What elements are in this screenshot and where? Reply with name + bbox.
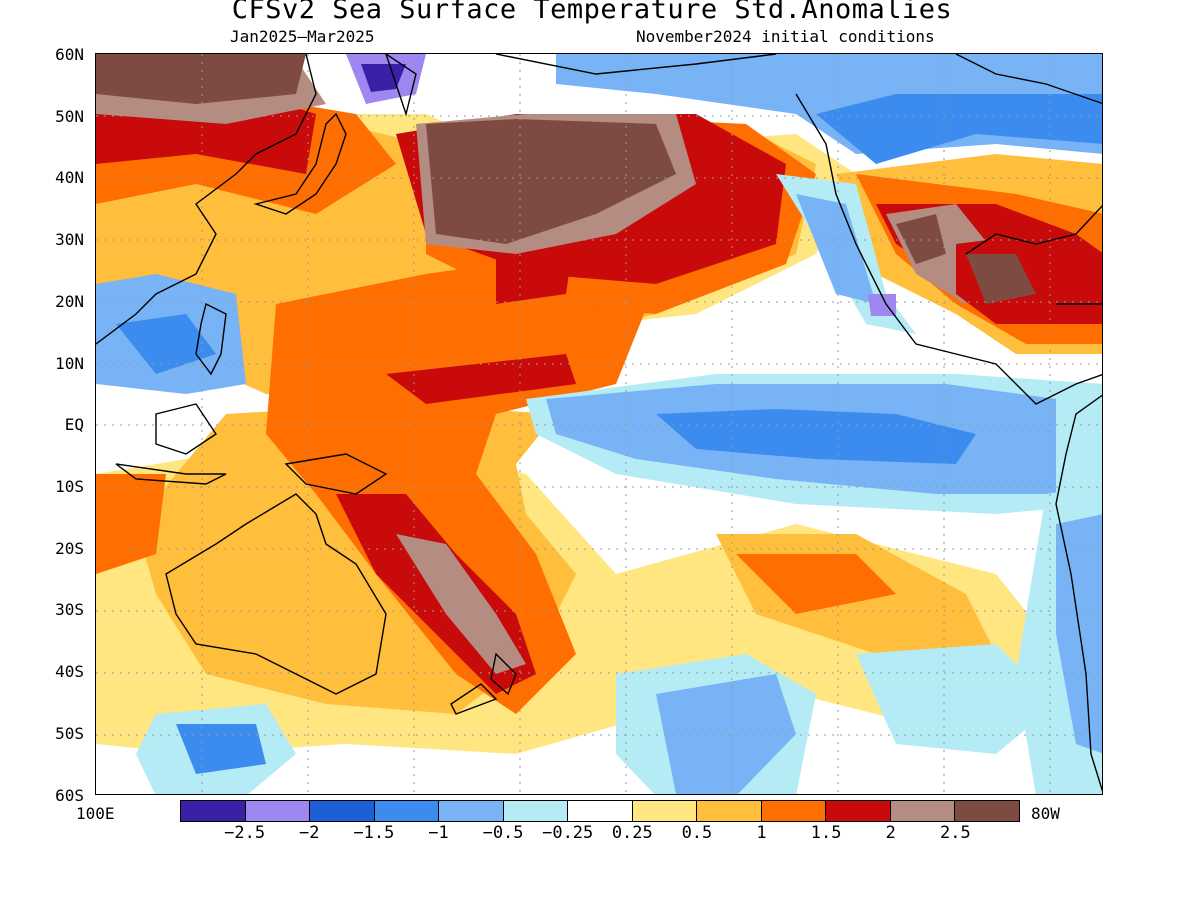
lat-label-20n: 20N (55, 292, 84, 311)
colorbar-swatch (697, 801, 762, 821)
colorbar-tick-label: −1.5 (353, 823, 395, 843)
lat-label-50s: 50S (55, 724, 84, 743)
colorbar-tick-label: 1.5 (810, 823, 842, 843)
colorbar-tick-label: −2.5 (224, 823, 266, 843)
coast-australia (165, 493, 387, 695)
lat-label-30s: 30S (55, 600, 84, 619)
colorbar-tick-label: 2 (885, 823, 896, 843)
colorbar-swatch (245, 801, 311, 821)
lat-label-30n: 30N (55, 230, 84, 249)
colorbar-tick-label: −2 (298, 823, 320, 843)
colorbar-tick-label: 2.5 (940, 823, 971, 843)
colorbar-swatch (890, 801, 956, 821)
colorbar-tick-label: 0.5 (681, 823, 713, 843)
lat-label-20s: 20S (55, 539, 84, 558)
lat-label-60s: 60S (55, 786, 84, 805)
chart-title: CFSv2 Sea Surface Temperature Std.Anomal… (231, 0, 953, 25)
colorbar-tick-label: −1 (428, 823, 449, 843)
colorbar-swatch (310, 801, 375, 821)
colorbar-tick-label: −0.5 (482, 823, 524, 843)
colorbar-swatch (439, 801, 504, 821)
colorbar-swatch (374, 801, 440, 821)
lat-label-60n: 60N (55, 45, 84, 64)
colorbar-swatch (181, 801, 246, 821)
colorbar-swatch (826, 801, 891, 821)
lat-label-50n: 50N (55, 107, 84, 126)
colorbar-swatch (503, 801, 569, 821)
colorbar-swatch (632, 801, 698, 821)
lon-label-right: 80W (1031, 804, 1060, 823)
lon-label-left: 100E (76, 804, 115, 823)
lat-label-eq: EQ (64, 415, 84, 434)
colorbar-swatch (761, 801, 827, 821)
colorbar-tick-label: 0.25 (611, 823, 653, 843)
initial-conditions: November2024 initial conditions (636, 27, 935, 46)
anomaly-map (95, 53, 1103, 795)
lat-label-40n: 40N (55, 168, 84, 187)
colorbar-tick-label: 1 (756, 823, 767, 843)
colorbar-tick-label: −0.25 (542, 823, 594, 843)
colorbar (180, 800, 1020, 822)
colorbar-swatch (955, 801, 1019, 821)
colorbar-swatch (568, 801, 633, 821)
lat-label-10n: 10N (55, 354, 84, 373)
lat-label-10s: 10S (55, 477, 84, 496)
lat-label-40s: 40S (55, 662, 84, 681)
valid-period: Jan2025–Mar2025 (230, 27, 375, 46)
